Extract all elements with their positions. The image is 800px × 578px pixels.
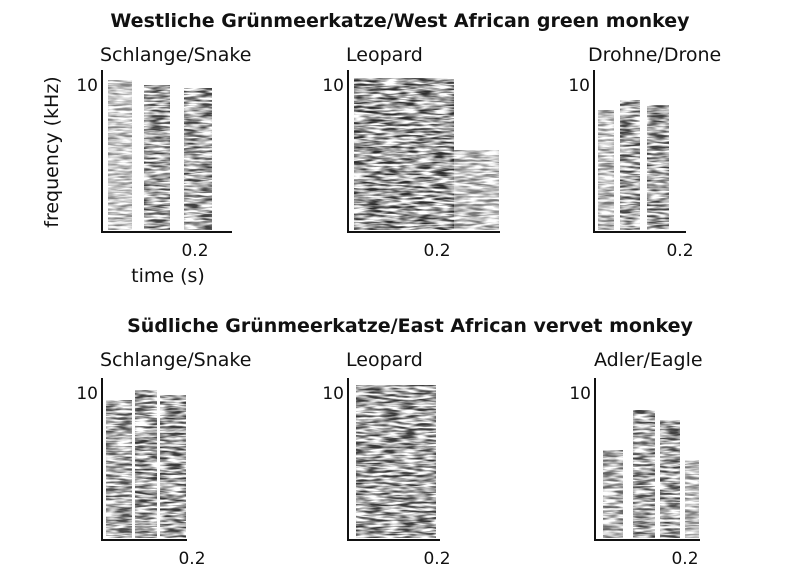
axes xyxy=(594,378,700,541)
y-tick-label: 10 xyxy=(76,76,98,96)
y-tick-label: 10 xyxy=(568,76,590,96)
panel: Leopard 10 0.2 xyxy=(322,44,500,261)
panel: Schlange/Snake 10 0.2 xyxy=(76,44,251,261)
panel-title: Leopard xyxy=(346,44,423,66)
panel-title: Drohne/Drone xyxy=(588,44,721,66)
axes xyxy=(347,70,500,233)
spectrogram xyxy=(598,100,669,230)
x-tick-label: 0.2 xyxy=(423,549,450,569)
panel-title: Schlange/Snake xyxy=(100,44,251,66)
panel: Adler/Eagle 10 0.2 xyxy=(569,349,702,569)
panel: Schlange/Snake 10 0.2 xyxy=(76,349,251,569)
spectrogram xyxy=(356,385,436,538)
x-tick-label: 0.2 xyxy=(181,241,208,261)
axes xyxy=(347,378,440,541)
spectrogram xyxy=(603,410,699,538)
x-tick-label: 0.2 xyxy=(178,549,205,569)
x-tick-label: 0.2 xyxy=(666,241,693,261)
spectrogram xyxy=(108,80,212,230)
panel-title: Leopard xyxy=(346,349,423,371)
row-title: Westliche Grünmeerkatze/West African gre… xyxy=(110,10,690,32)
panel-title: Adler/Eagle xyxy=(594,349,703,371)
panel: Drohne/Drone 10 0.2 xyxy=(568,44,721,261)
panel: Leopard 10 0.2 xyxy=(322,349,450,569)
spectrogram xyxy=(354,78,499,230)
y-axis-label: frequency (kHz) xyxy=(41,76,63,227)
x-tick-label: 0.2 xyxy=(423,241,450,261)
panel-title: Schlange/Snake xyxy=(100,349,251,371)
y-tick-label: 10 xyxy=(322,76,344,96)
axes xyxy=(101,378,187,541)
spectrogram xyxy=(106,390,186,538)
y-tick-label: 10 xyxy=(76,384,98,404)
x-axis-label: time (s) xyxy=(131,265,205,287)
y-tick-label: 10 xyxy=(569,384,591,404)
row-title: Südliche Grünmeerkatze/East African verv… xyxy=(127,315,693,337)
axes xyxy=(101,70,232,233)
x-tick-label: 0.2 xyxy=(671,549,698,569)
y-tick-label: 10 xyxy=(322,384,344,404)
axes xyxy=(593,70,686,233)
